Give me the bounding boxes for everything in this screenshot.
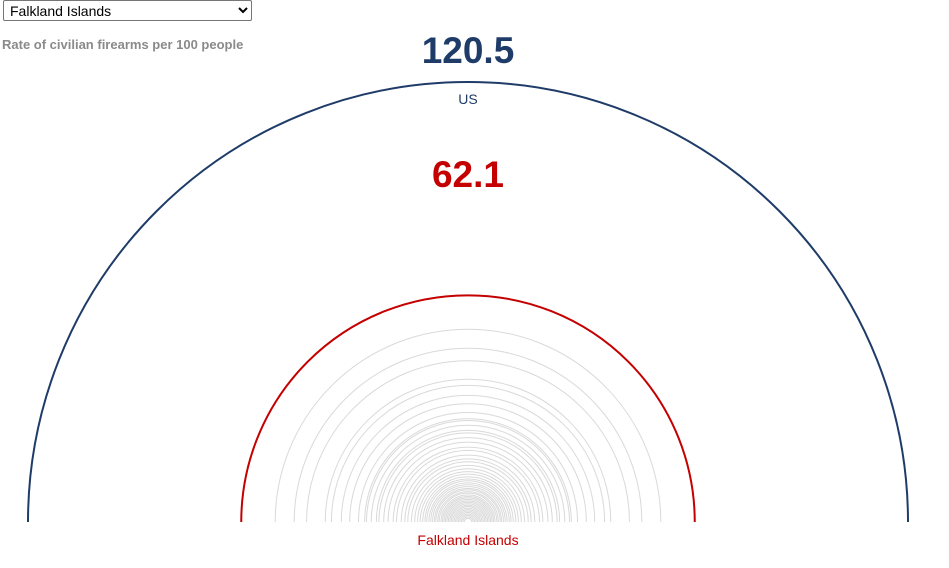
background-ring-37 [444,498,492,523]
background-ring-8 [364,418,572,523]
background-ring-24 [422,476,514,523]
background-ring-43 [453,507,483,523]
background-ring-11 [375,430,561,523]
background-ring-4 [330,385,606,523]
background-ring-48 [460,514,476,523]
background-ring-32 [437,491,499,523]
background-ring-0 [274,328,662,523]
background-ring-17 [400,454,536,523]
background-ring-14 [387,441,549,523]
background-ring-35 [441,496,495,523]
background-ring-15 [392,446,544,523]
selected-value-label: 62.1 [432,154,504,195]
background-ring-23 [419,473,517,523]
background-ring-26 [426,480,510,523]
background-ring-46 [458,512,478,523]
background-ring-3 [324,378,612,523]
background-ring-31 [435,489,501,523]
background-ring-44 [455,509,481,523]
background-ring-20 [410,464,526,523]
chart-subtitle: Rate of civilian firearms per 100 people [2,37,244,52]
background-ring-22 [417,471,519,523]
background-ring-41 [450,504,486,523]
background-ring-42 [452,506,484,523]
background-ring-9 [365,419,571,523]
background-ring-7 [357,411,579,523]
background-ring-1 [293,347,643,523]
us-name-label: US [458,91,477,107]
background-rings [274,328,662,523]
background-ring-21 [414,468,522,523]
background-ring-49 [462,516,474,523]
selected-country-ring [240,294,696,523]
background-ring-16 [395,450,541,523]
background-ring-50 [463,517,473,523]
background-ring-38 [446,500,490,523]
background-ring-27 [428,482,508,523]
background-ring-34 [440,494,496,523]
us-ring [27,81,909,523]
us-value-label: 120.5 [422,30,515,71]
background-ring-29 [432,486,504,523]
background-ring-25 [424,478,512,523]
country-select[interactable]: Falkland Islands [3,0,252,21]
background-ring-10 [370,425,566,523]
background-ring-30 [433,488,503,523]
background-ring-5 [340,394,596,523]
background-ring-45 [456,510,480,523]
background-ring-36 [443,497,493,523]
background-ring-28 [430,484,506,523]
background-ring-19 [407,461,529,523]
background-ring-6 [349,403,587,523]
background-ring-40 [449,503,487,523]
background-ring-2 [306,360,630,523]
background-ring-47 [459,513,477,523]
background-ring-18 [404,458,532,523]
selected-name-label: Falkland Islands [417,532,518,548]
background-ring-39 [447,501,489,523]
background-ring-33 [438,492,498,523]
background-ring-12 [378,432,558,523]
background-ring-13 [383,437,553,523]
